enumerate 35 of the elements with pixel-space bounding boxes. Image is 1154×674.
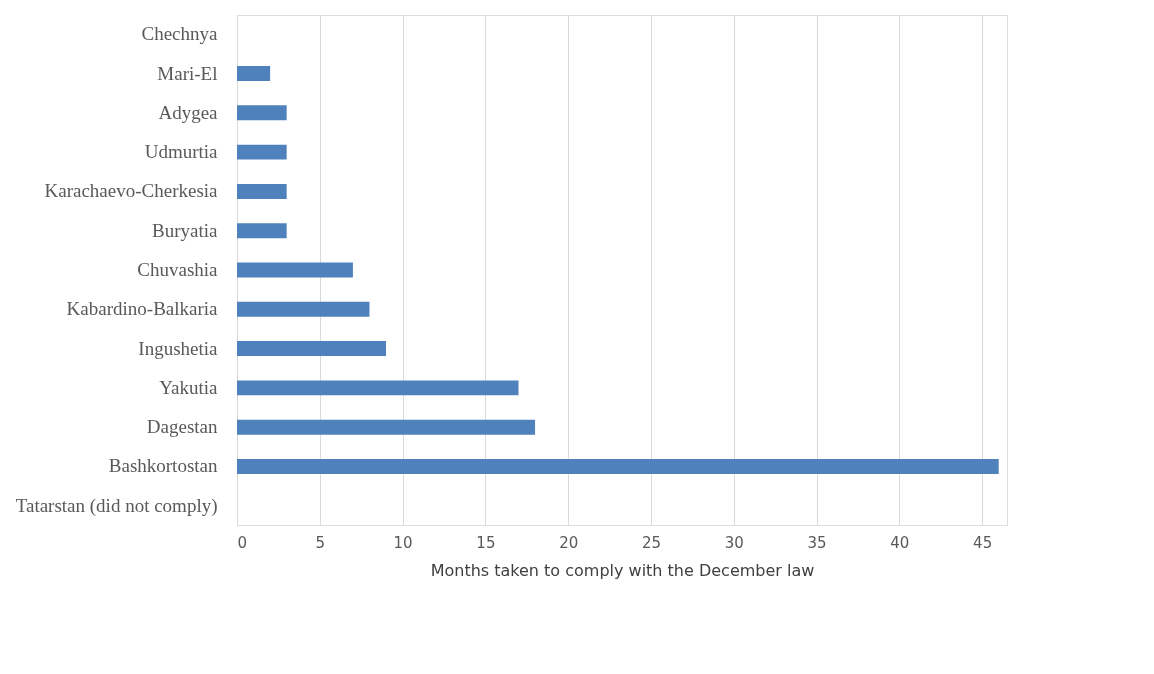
y-tick-label: Kabardino-Balkaria: [66, 298, 219, 320]
y-tick-label: Chechnya: [141, 23, 219, 45]
y-tick-label: Udmurtia: [144, 141, 219, 163]
bar: [237, 458, 999, 474]
x-axis-title: Months taken to comply with the December law: [430, 560, 815, 580]
x-tick-label: 30: [724, 533, 744, 552]
y-tick-label: Yakutia: [159, 376, 219, 398]
bar: [237, 380, 519, 396]
bar: [237, 66, 271, 82]
y-tick-label: Bashkortostan: [108, 455, 218, 477]
bar: [237, 341, 387, 357]
bar: [237, 183, 287, 199]
y-tick-label: Adygea: [158, 101, 219, 123]
y-tick-label: Buryatia: [152, 219, 219, 241]
x-tick-label: 0: [237, 533, 248, 552]
bar: [237, 419, 536, 435]
bar: [237, 223, 287, 239]
x-tick-label: 25: [641, 533, 662, 552]
x-tick-label: 20: [559, 533, 579, 552]
x-tick-label: 35: [807, 533, 827, 552]
y-tick-label: Chuvashia: [137, 259, 219, 280]
x-tick-label: 15: [476, 533, 496, 552]
bar: [237, 105, 287, 121]
y-tick-label: Ingushetia: [138, 337, 219, 359]
bar: [237, 262, 353, 278]
x-tick-label: 40: [890, 533, 910, 552]
bar: [237, 301, 370, 317]
y-tick-label: Tatarstan (did not comply): [15, 494, 218, 517]
x-tick-label: 5: [315, 533, 326, 552]
x-tick-label: 10: [393, 533, 413, 552]
x-tick-label: 45: [973, 533, 993, 552]
y-tick-label: Dagestan: [146, 416, 218, 438]
y-tick-label: Karachaevo-Cherkesia: [44, 180, 219, 202]
bar: [237, 144, 287, 160]
y-tick-label: Mari-El: [157, 62, 218, 84]
